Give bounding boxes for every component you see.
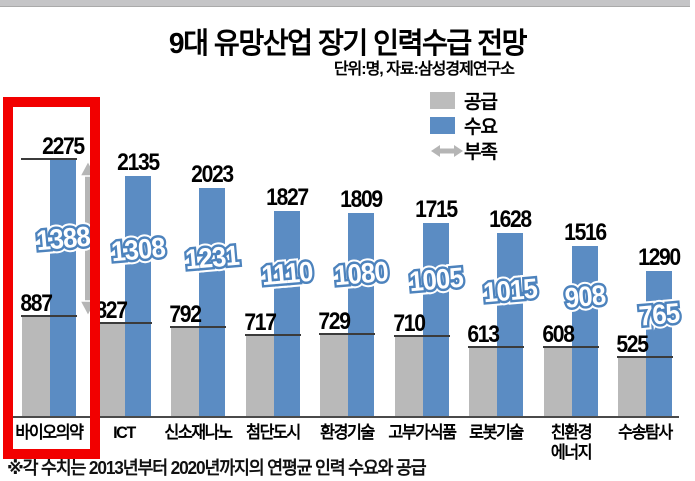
supply-value-label: 717 — [244, 309, 277, 336]
supply-value-label: 792 — [169, 301, 202, 328]
supply-value-label: 729 — [318, 308, 351, 335]
shortage-value-label: 908 908 908 — [559, 275, 610, 318]
legend-label-shortage: 부족 — [464, 142, 498, 163]
demand-bar — [423, 223, 449, 417]
supply-value-label: 613 — [467, 321, 500, 348]
supply-swatch — [430, 92, 455, 109]
category-label: 환경기술 — [320, 423, 375, 442]
legend-label-supply: 공급 — [464, 92, 498, 113]
category-label: 신소재나노 — [164, 423, 233, 442]
supply-bar — [97, 324, 125, 417]
supply-value-label: 710 — [393, 310, 426, 337]
chart-title: 9대 유망산업 장기 인력수급 전망 — [168, 28, 528, 60]
shortage-value-label: 1015 1015 1015 — [478, 268, 543, 312]
demand-value-label: 1715 — [415, 196, 458, 223]
supply-value-label: 608 — [542, 321, 575, 348]
shortage-value-label: 1110 1110 1110 — [256, 252, 318, 296]
top-border-strip — [0, 0, 690, 7]
supply-value-label: 525 — [616, 331, 649, 358]
legend: 공급 수요 부족 — [430, 88, 498, 163]
x-axis-line — [8, 416, 679, 418]
supply-level-line — [319, 333, 375, 335]
demand-value-label: 2135 — [117, 149, 160, 176]
supply-bar — [618, 358, 646, 417]
supply-level-line — [468, 346, 524, 348]
supply-level-line — [543, 346, 599, 348]
legend-item-demand: 수요 — [430, 113, 498, 138]
demand-value-label: 1290 — [638, 244, 681, 271]
demand-value-label: 1516 — [564, 219, 607, 246]
supply-level-line — [617, 356, 673, 358]
supply-bar — [395, 337, 423, 417]
demand-bar — [274, 211, 300, 417]
supply-bar — [171, 328, 199, 417]
category-label: 수송탐사 — [618, 423, 673, 442]
category-label: 로봇기술 — [469, 423, 524, 442]
category-label: 첨단도시 — [246, 423, 301, 442]
shortage-value-label: 1005 1005 1005 — [404, 257, 469, 301]
demand-bar — [125, 176, 151, 417]
supply-level-line — [394, 335, 450, 337]
highlight-rectangle — [3, 97, 100, 459]
chart-subtitle: 단위:명, 자료:삼성경제연구소 — [333, 61, 515, 78]
demand-bar — [646, 271, 672, 417]
demand-value-label: 1628 — [489, 206, 532, 233]
legend-label-demand: 수요 — [464, 117, 498, 138]
legend-item-supply: 공급 — [430, 88, 498, 113]
supply-bar — [469, 348, 497, 417]
supply-bar — [246, 336, 274, 417]
shortage-value-label: 1231 1231 1231 — [180, 235, 245, 279]
supply-bar — [544, 348, 572, 417]
demand-bar — [497, 233, 523, 417]
supply-bar — [320, 335, 348, 417]
legend-item-shortage: 부족 — [430, 138, 498, 163]
shortage-value-label: 1308 1308 1308 — [106, 227, 171, 271]
footnote: ※각 수치는 2013년부터 2020년까지의 연평균 인력 수요와 공급 — [7, 458, 427, 478]
demand-value-label: 1827 — [266, 184, 309, 211]
supply-level-line — [170, 326, 226, 328]
demand-value-label: 2023 — [191, 161, 234, 188]
category-label: 친환경 에너지 — [550, 423, 593, 462]
demand-bar — [572, 246, 598, 417]
demand-value-label: 1809 — [340, 186, 383, 213]
shortage-value-label: 1080 1080 1080 — [329, 251, 394, 295]
demand-swatch — [430, 117, 455, 134]
category-label: 고부가식품 — [388, 423, 457, 442]
shortage-value-label: 765 765 765 — [633, 293, 684, 336]
supply-level-line — [96, 322, 152, 324]
demand-bar — [199, 188, 225, 417]
shortage-double-arrow-icon — [430, 143, 464, 159]
demand-bar — [348, 213, 374, 417]
supply-level-line — [245, 334, 301, 336]
